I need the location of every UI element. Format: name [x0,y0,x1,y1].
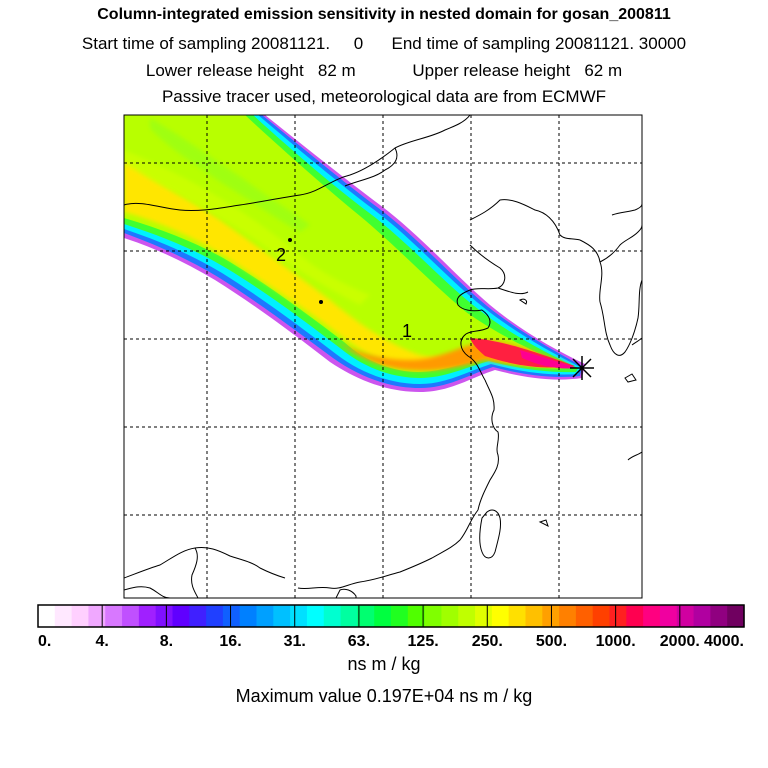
map-frame [123,114,643,599]
grid-lines [124,115,642,598]
colorbar-cell [727,605,745,627]
colorbar-tick-label: 1000. [596,633,636,650]
colorbar-tick-label: 63. [348,633,370,650]
tracer-info: Passive tracer used, meteorological data… [161,87,607,106]
colorbar-tick-label: 2000. [660,633,700,650]
colorbar-cell [290,605,308,627]
sampling-times: Start time of sampling 20081121. 0 End t… [81,34,687,53]
colorbar-tick-label: 125. [408,633,439,650]
colorbar-unit: ns m / kg [347,654,421,674]
colorbar-cell [122,605,140,627]
colorbar-tick-labels: 0. 4. 8. 16. 31. 63. 125. 250. 500. 1000. 2000. 400… [38,633,744,650]
map-label-2: 2 [276,245,286,265]
colorbar-cell [441,605,459,627]
colorbar-cell [38,605,56,627]
colorbar-tick-label: 500. [536,633,567,650]
colorbar-cell [88,605,106,627]
colorbar-cell [206,605,224,627]
colorbar-tick-label: 31. [284,633,306,650]
map-label-1: 1 [402,321,412,341]
colorbar-cell [626,605,644,627]
maximum-value: Maximum value 0.197E+04 ns m / kg [235,686,533,706]
plot-title: Column-integrated emission sensitivity i… [97,6,671,23]
colorbar-cell [138,605,157,627]
colorbar-cell [659,605,678,627]
colorbar-cell [475,605,493,627]
colorbar-cell [391,605,409,627]
colorbar-cell [424,605,443,627]
plume-magenta-core [520,350,578,369]
colorbar-tick-label: 8. [160,633,173,650]
coastlines-borders [124,115,642,598]
colorbar-cell [676,605,695,627]
colorbar-cell [609,605,627,627]
colorbar-tick-label: 16. [219,633,241,650]
colorbar-cell [306,605,325,627]
colorbar-cell [710,605,728,627]
colorbar-cells [38,605,745,627]
colorbar-cell [559,605,577,627]
colorbar-frame [37,604,745,628]
receptor-points [288,238,323,304]
colorbar-cell [643,605,661,627]
colorbar-cell [575,605,594,627]
colorbar-tick-label: 4000. [704,633,744,650]
colorbar-cell [374,605,392,627]
colorbar-cell [222,605,241,627]
colorbar-cell [592,605,611,627]
plume-yellow [124,160,560,369]
colorbar-tick-label: 4. [96,633,109,650]
colorbar-cell [273,605,291,627]
colorbar-cell [357,605,375,627]
colorbar-tick-label: 250. [472,633,503,650]
colorbar-cell [508,605,527,627]
colorbar-cell [172,605,190,627]
colorbar-cell [71,605,90,627]
colorbar-cell [340,605,358,627]
colorbar-cell [105,605,123,627]
colorbar-cell [256,605,274,627]
colorbar-cell [407,605,426,627]
colorbar-cell [491,605,510,627]
colorbar-cell [54,605,73,627]
colorbar-cell [525,605,543,627]
colorbar-dividers [101,605,681,627]
colorbar-cell [155,605,174,627]
colorbar-cell [189,605,207,627]
colorbar-cell [693,605,711,627]
colorbar-cell [239,605,258,627]
colorbar-tick-label: 0. [38,633,51,650]
star-icon [570,356,594,380]
colorbar-cell [323,605,342,627]
colorbar-cell [458,605,476,627]
release-heights: Lower release height 82 m Upper release … [145,61,623,80]
